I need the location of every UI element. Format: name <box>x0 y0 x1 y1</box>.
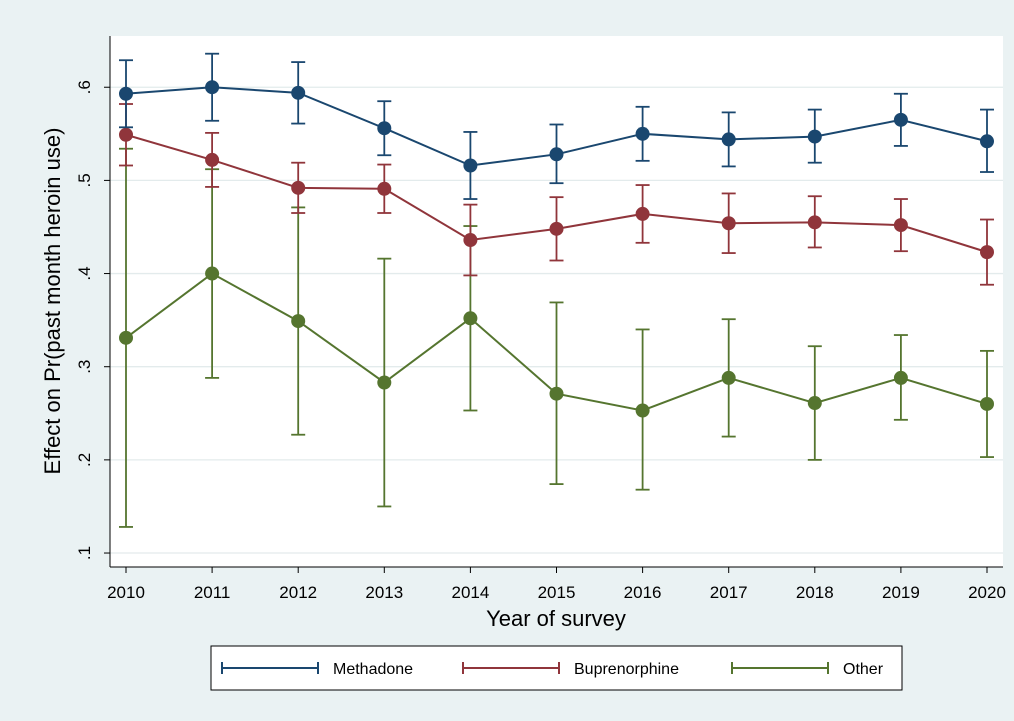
data-point-methadone <box>807 129 822 144</box>
data-point-methadone <box>463 158 478 173</box>
data-point-other <box>119 330 133 345</box>
x-tick-label: 2016 <box>624 583 662 602</box>
data-point-other <box>291 314 306 329</box>
series-methadone <box>119 52 994 200</box>
data-point-methadone <box>980 134 994 149</box>
x-tick-label: 2014 <box>451 583 489 602</box>
data-point-buprenorphine <box>980 245 994 260</box>
x-tick-label: 2015 <box>538 583 576 602</box>
data-point-other <box>635 403 650 418</box>
data-point-other <box>463 311 478 326</box>
data-point-buprenorphine <box>893 218 908 233</box>
data-point-methadone <box>291 85 306 100</box>
x-tick-label: 2010 <box>107 583 145 602</box>
legend-item-methadone: Methadone <box>221 661 413 678</box>
y-axis-ticks: .1 .2 .3 .4 .5 .6 <box>75 80 110 560</box>
y-tick-label: .2 <box>75 453 94 467</box>
y-tick-label: .3 <box>75 360 94 374</box>
data-point-methadone <box>549 147 564 162</box>
legend-label-methadone: Methadone <box>333 661 413 678</box>
data-point-methadone <box>893 112 908 127</box>
data-point-methadone <box>635 126 650 141</box>
x-axis-ticks: 2010 2011 2012 2013 2014 2015 2016 2017 2018 2019… <box>107 567 1006 602</box>
data-point-buprenorphine <box>291 180 306 195</box>
legend-item-buprenorphine: Buprenorphine <box>462 661 679 678</box>
data-point-buprenorphine <box>807 215 822 230</box>
x-tick-label: 2017 <box>710 583 748 602</box>
x-tick-label: 2011 <box>194 583 231 602</box>
plot-area <box>110 36 1003 567</box>
x-tick-label: 2012 <box>279 583 317 602</box>
data-point-other <box>549 386 564 401</box>
data-point-other <box>893 370 908 385</box>
legend-item-other: Other <box>731 661 884 678</box>
x-tick-label: 2013 <box>365 583 403 602</box>
data-point-other <box>807 396 822 411</box>
data-point-buprenorphine <box>549 221 564 236</box>
y-tick-label: .5 <box>75 173 94 187</box>
data-point-methadone <box>721 132 736 147</box>
y-tick-label: .1 <box>75 546 94 560</box>
data-point-methadone <box>205 80 220 95</box>
data-point-other <box>205 266 220 281</box>
x-axis-title: Year of survey <box>486 606 626 631</box>
data-point-buprenorphine <box>119 127 133 142</box>
data-point-buprenorphine <box>377 181 392 196</box>
data-point-other <box>980 396 994 411</box>
data-point-other <box>721 370 736 385</box>
data-point-other <box>377 375 392 390</box>
data-point-methadone <box>119 86 133 101</box>
x-tick-label: 2019 <box>882 583 920 602</box>
data-point-methadone <box>377 121 392 136</box>
data-point-buprenorphine <box>463 233 478 248</box>
series-buprenorphine <box>119 103 994 286</box>
y-tick-label: .6 <box>75 80 94 94</box>
y-axis-title: Effect on Pr(past month heroin use) <box>40 128 65 475</box>
data-point-buprenorphine <box>721 216 736 231</box>
x-tick-label: 2020 <box>968 583 1006 602</box>
data-point-buprenorphine <box>205 152 220 167</box>
series-layer <box>119 52 994 528</box>
legend: Methadone Buprenorphine Other <box>210 645 903 691</box>
x-tick-label: 2018 <box>796 583 834 602</box>
legend-label-buprenorphine: Buprenorphine <box>574 661 679 678</box>
y-tick-label: .4 <box>75 266 94 280</box>
data-point-buprenorphine <box>635 206 650 221</box>
legend-label-other: Other <box>843 661 884 678</box>
